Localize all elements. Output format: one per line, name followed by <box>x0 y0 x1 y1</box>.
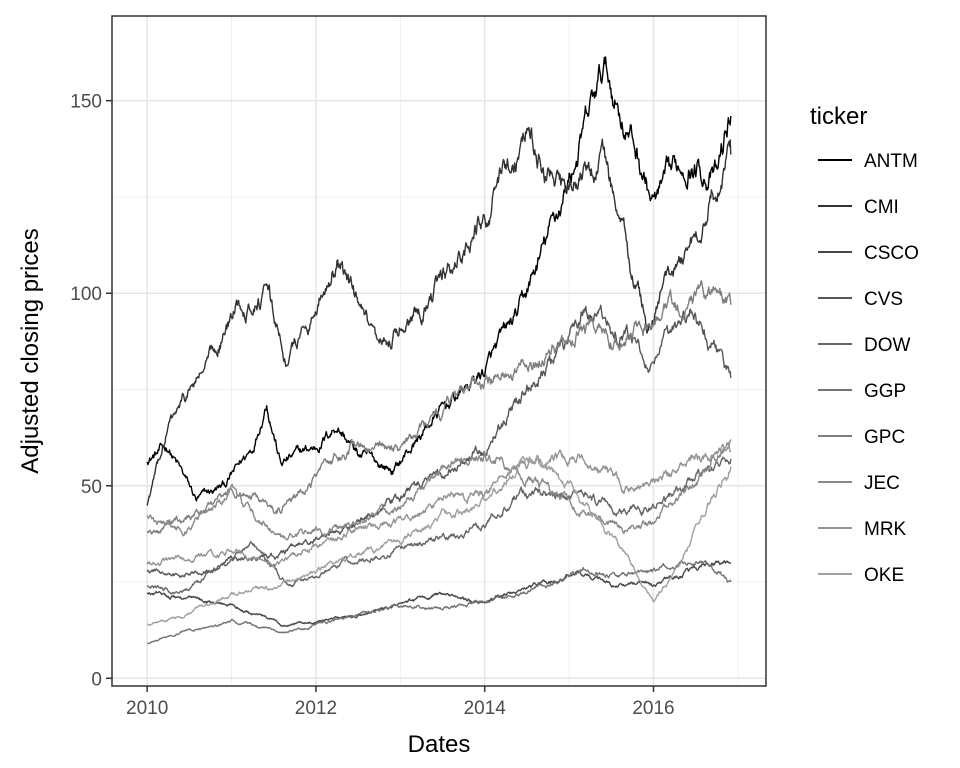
series-line-jec <box>146 439 732 541</box>
series-line-csco <box>146 560 732 628</box>
series-line-antm <box>146 56 732 502</box>
plot-panel-border <box>111 15 767 687</box>
legend-label: GPC <box>864 427 905 448</box>
legend-item-csco: CSCO <box>818 243 919 264</box>
legend-item-gpc: GPC <box>818 427 905 448</box>
series-line-gpc <box>146 280 732 535</box>
x-axis-tick-labels: 2010 2012 2014 2016 <box>126 698 675 719</box>
legend-label: JEC <box>864 473 900 494</box>
y-axis-title: Adjusted closing prices <box>17 228 44 473</box>
y-tick-label: 0 <box>91 669 102 690</box>
minor-gridlines <box>112 16 766 686</box>
legend-item-antm: ANTM <box>818 151 918 172</box>
x-tick-label: 2014 <box>464 698 507 719</box>
legend-item-jec: JEC <box>818 473 900 494</box>
legend-item-oke: OKE <box>818 565 904 586</box>
y-tick-label: 150 <box>70 92 102 113</box>
legend-label: CMI <box>864 197 899 218</box>
legend-label: CVS <box>864 289 903 310</box>
x-tick-label: 2010 <box>126 698 168 719</box>
legend-label: GGP <box>864 381 906 402</box>
series-line-mrk <box>146 442 732 569</box>
legend-item-ggp: GGP <box>818 381 906 402</box>
legend-label: CSCO <box>864 243 919 264</box>
series-line-ggp <box>146 560 732 645</box>
legend-label: MRK <box>864 519 907 540</box>
major-gridlines <box>112 16 766 686</box>
series-lines <box>146 56 732 645</box>
y-tick-label: 100 <box>70 284 102 305</box>
axis-ticks <box>106 99 655 692</box>
legend-label: DOW <box>864 335 911 356</box>
x-axis-title: Dates <box>408 731 471 758</box>
legend-item-cvs: CVS <box>818 289 903 310</box>
x-tick-label: 2012 <box>295 698 337 719</box>
legend-label: ANTM <box>864 151 918 172</box>
legend-item-dow: DOW <box>818 335 911 356</box>
legend-label: OKE <box>864 565 904 586</box>
x-tick-label: 2016 <box>632 698 674 719</box>
legend-title: ticker <box>810 103 867 130</box>
legend-item-mrk: MRK <box>818 519 907 540</box>
y-tick-label: 50 <box>81 477 102 498</box>
series-line-dow <box>146 456 732 595</box>
legend-item-cmi: CMI <box>818 197 899 218</box>
legend: ANTM CMI CSCO CVS DOW GGP GPC JEC MRK OKE <box>818 151 919 586</box>
y-axis-tick-labels: 0 50 100 150 <box>70 92 102 691</box>
series-line-cmi <box>146 126 732 506</box>
series-line-oke <box>146 456 732 627</box>
